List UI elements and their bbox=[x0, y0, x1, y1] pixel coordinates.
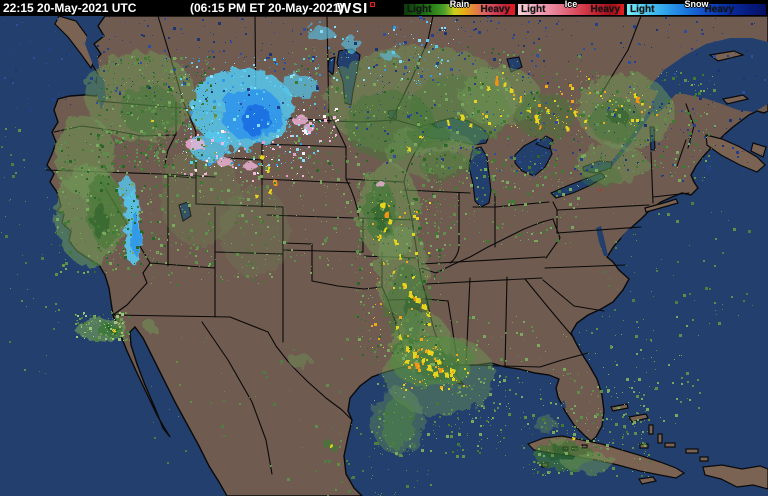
legend-gradient-bar-snow bbox=[627, 4, 766, 15]
legend-rain-title: Rain bbox=[449, 0, 470, 9]
legend-group-rain: Light Heavy Rain bbox=[404, 0, 515, 16]
radar-map-svg bbox=[0, 16, 768, 496]
legend-group-snow: Light Heavy Snow bbox=[627, 0, 766, 16]
legend-snow-heavy-label: Heavy bbox=[704, 4, 734, 15]
header-bar: 22:15 20-May-2021 UTC (06:15 PM ET 20-Ma… bbox=[0, 0, 768, 17]
legend-gradient-bar-rain bbox=[404, 4, 515, 15]
wsi-logo: WSI bbox=[337, 0, 369, 17]
legend-rain-light-label: Light bbox=[407, 4, 432, 15]
radar-map bbox=[0, 16, 768, 496]
registered-mark-icon bbox=[370, 2, 375, 7]
legend-rain-heavy-label: Heavy bbox=[480, 4, 510, 15]
legend-ice-title: Ice bbox=[564, 0, 578, 9]
legend-group-ice: Light Heavy Ice bbox=[518, 0, 624, 16]
timestamp-et: (06:15 PM ET 20-May-2021) bbox=[190, 1, 344, 15]
legend-ice-heavy-label: Heavy bbox=[590, 4, 620, 15]
timestamp-utc: 22:15 20-May-2021 UTC bbox=[3, 1, 137, 15]
legend-snow-light-label: Light bbox=[630, 4, 655, 15]
legend-ice-light-label: Light bbox=[521, 4, 546, 15]
legend-snow-title: Snow bbox=[684, 0, 709, 9]
legend-gradient-bar-ice bbox=[518, 4, 624, 15]
